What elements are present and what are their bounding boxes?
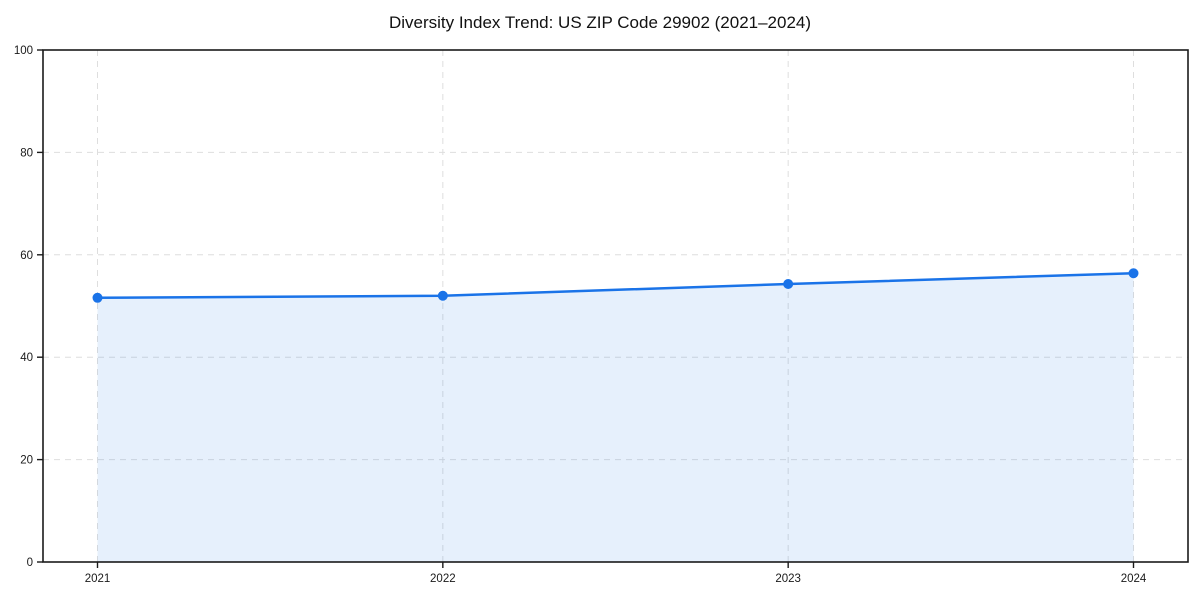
trend-line xyxy=(96,271,1135,300)
y-tick-label: 100 xyxy=(14,45,33,57)
y-tick-label: 60 xyxy=(20,250,33,262)
y-tick-label: 0 xyxy=(27,557,33,569)
chart-title: Diversity Index Trend: US ZIP Code 29902… xyxy=(388,13,812,32)
x-tick-label: 2022 xyxy=(430,573,456,585)
y-tick-label: 80 xyxy=(20,147,33,159)
data-point-marker xyxy=(1128,268,1139,279)
y-tick-label: 20 xyxy=(20,455,33,467)
x-tick-label: 2024 xyxy=(1121,573,1147,585)
data-point-marker xyxy=(783,278,794,289)
data-point-marker xyxy=(92,292,103,303)
y-tick-label: 40 xyxy=(20,352,33,364)
area-fill xyxy=(97,273,1134,562)
data-point-marker xyxy=(437,290,448,301)
x-tick-label: 2023 xyxy=(775,573,801,585)
plot-border xyxy=(42,49,1189,563)
x-tick-label: 2021 xyxy=(85,573,111,585)
